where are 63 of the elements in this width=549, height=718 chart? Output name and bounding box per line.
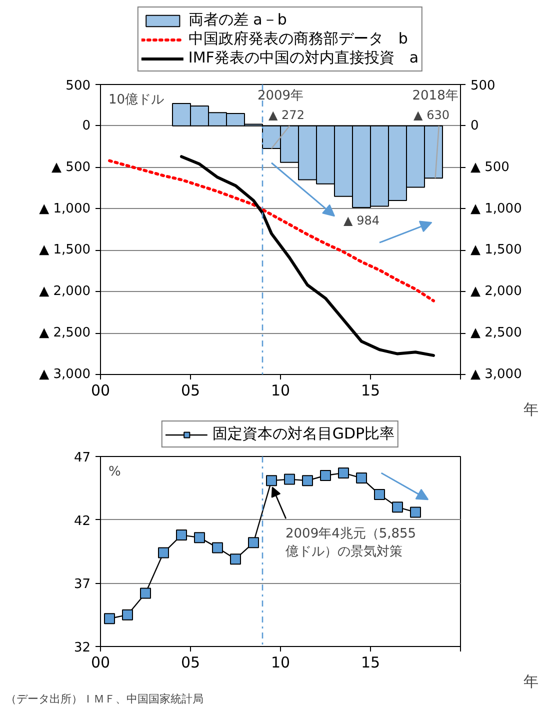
x-tick-label: 10	[270, 654, 290, 672]
y-axis-title: %	[108, 464, 121, 480]
x-axis-title: 年	[524, 400, 538, 418]
y-tick-label: ▲ 3,000	[39, 367, 91, 382]
y2-tick-label: ▲ 2,500	[470, 326, 522, 341]
y-tick-label: 47	[74, 450, 91, 466]
x-tick-label: 00	[90, 382, 110, 400]
x-tick-label: 10	[270, 382, 290, 400]
annotation: ▲ 272	[268, 108, 304, 122]
y-tick-label: 500	[66, 78, 91, 94]
y2-tick-label: 500	[470, 78, 496, 94]
x-tick-label: 00	[90, 654, 110, 672]
point	[176, 530, 187, 541]
y-tick-label: ▲ 2,500	[39, 326, 91, 341]
legend-label: 固定資本の対名目GDP比率	[212, 424, 395, 444]
y2-tick-label: 0	[470, 118, 479, 134]
y-tick-label: 42	[74, 514, 91, 529]
point	[248, 537, 259, 548]
annotation: ▲ 984	[344, 213, 380, 228]
x-tick-label: 05	[180, 654, 200, 672]
x-tick-label: 15	[360, 654, 380, 672]
point	[320, 470, 331, 481]
line-series	[108, 159, 435, 302]
point	[410, 506, 421, 518]
point	[284, 474, 295, 485]
point	[338, 467, 349, 478]
legend-label: 中国政府発表の商務部データ b	[188, 30, 408, 48]
point	[230, 554, 241, 565]
point	[194, 532, 205, 544]
x-tick-label: 05	[180, 382, 200, 400]
point	[302, 475, 313, 486]
y-tick-label: ▲ 1,000	[39, 201, 91, 216]
y2-tick-label: ▲ 1,500	[470, 242, 522, 258]
annotation: ▲ 630	[414, 108, 450, 122]
point	[158, 547, 169, 558]
y-tick-label: ▲ 2,000	[39, 284, 91, 300]
legend-label: IMF発表の中国の対内直接投資 a	[188, 48, 419, 68]
point	[122, 609, 133, 620]
point	[374, 489, 385, 500]
line-series	[180, 155, 435, 357]
text: （データ出所）ＩＭＦ、中国国家統計局	[6, 692, 204, 706]
x-tick-label: 15	[360, 382, 380, 400]
y-tick-label: 37	[74, 577, 91, 592]
y-axis-title: 10億ドル	[108, 92, 164, 108]
annotation: 2018年	[412, 88, 458, 104]
point	[266, 475, 277, 486]
point	[104, 613, 115, 624]
point	[212, 542, 223, 554]
y2-tick-label: ▲ 1,000	[470, 201, 522, 216]
annotation: 2009年	[257, 88, 304, 104]
point	[392, 502, 403, 513]
y2-tick-label: ▲ 3,000	[470, 367, 522, 382]
y2-tick-label: ▲ 2,000	[470, 284, 522, 300]
point	[356, 472, 367, 484]
legend-label: 両者の差 a－b	[188, 10, 287, 30]
y-tick-label: ▲ 1,500	[39, 242, 91, 258]
y-tick-label: 32	[74, 640, 91, 656]
x-axis-title: 年	[524, 672, 538, 690]
y2-tick-label: ▲ 500	[470, 160, 510, 175]
y-tick-label: ▲ 500	[52, 160, 91, 175]
y-tick-label: 0	[82, 118, 91, 134]
annotation: 2009年4兆元（5,855 億ドル）の景気対策	[286, 526, 416, 560]
point	[140, 588, 151, 599]
